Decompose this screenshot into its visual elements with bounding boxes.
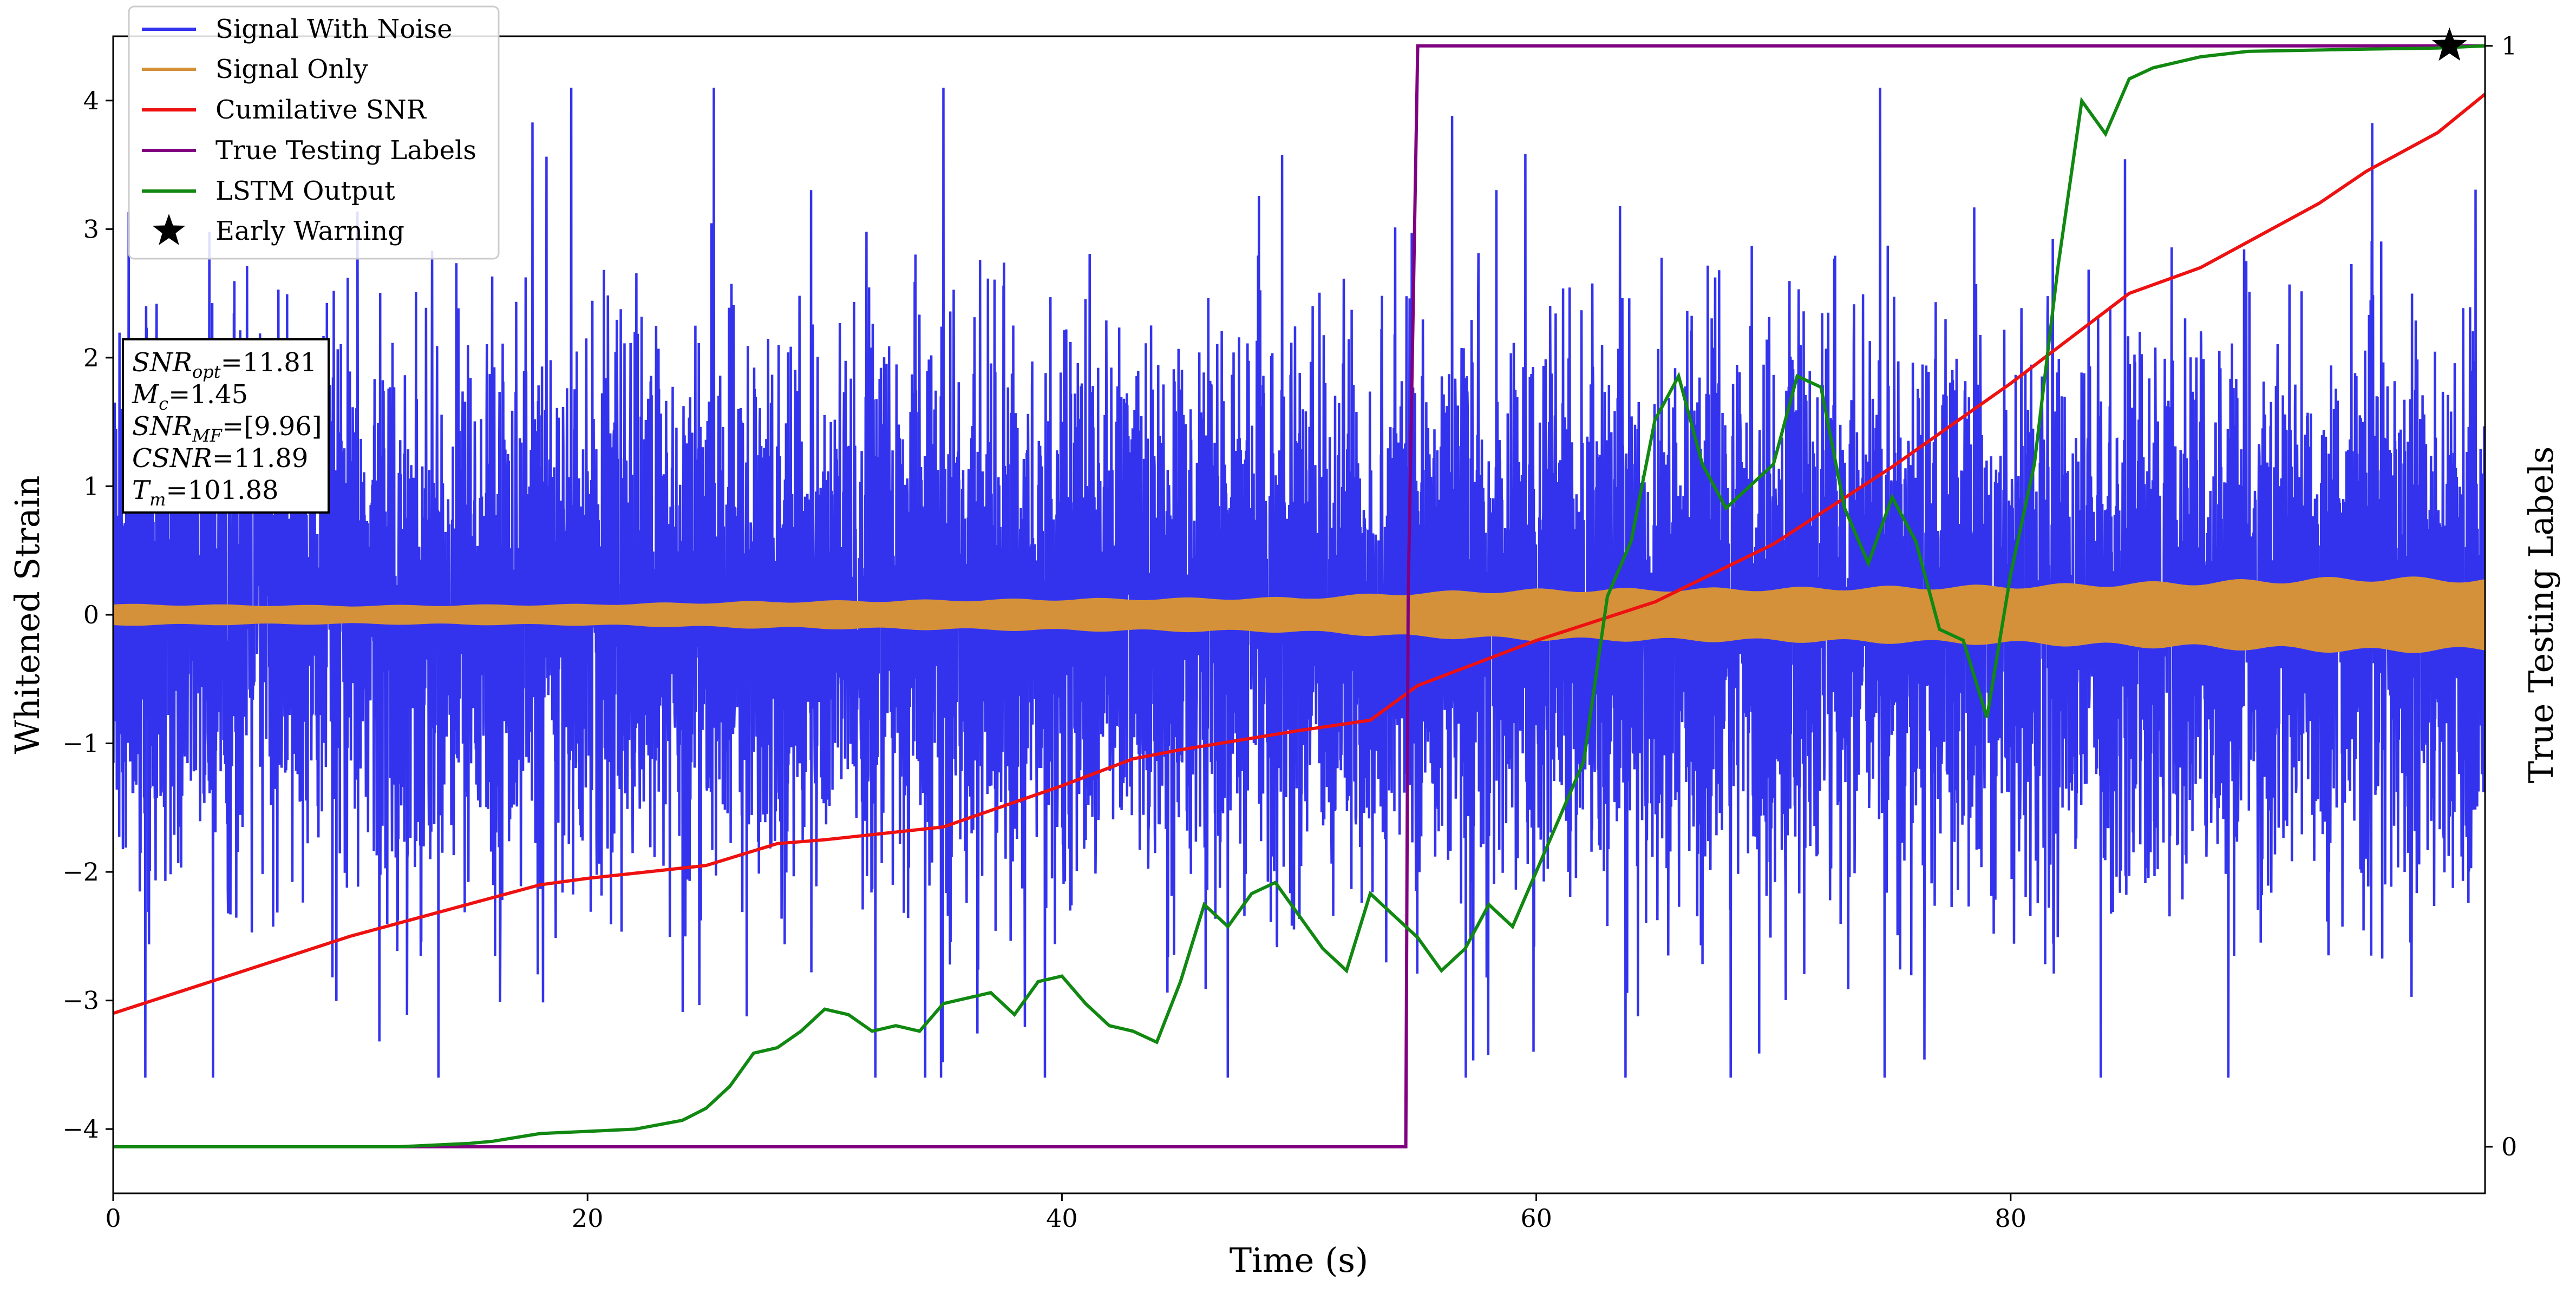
x-tick-label: 40 — [1046, 1204, 1078, 1233]
y-tick-label: −3 — [62, 986, 99, 1015]
x-tick-label: 60 — [1520, 1204, 1552, 1233]
signal-only-band — [113, 576, 2485, 653]
lstm-output-line — [113, 44, 2485, 1148]
info-snr-opt: SNRopt=11.81 — [132, 347, 317, 382]
y-tick-label: −2 — [62, 857, 99, 886]
legend-label-true-testing-labels: True Testing Labels — [215, 135, 476, 166]
legend-star-icon — [152, 214, 186, 245]
y-axis-ticks: −4 −3 −2 −1 0 1 2 3 4 — [62, 86, 113, 1144]
info-csnr: CSNR=11.89 — [132, 443, 308, 474]
info-t-m: Tm=101.88 — [132, 475, 279, 510]
legend-label-early-warning: Early Warning — [215, 216, 404, 246]
y2-axis-ticks: 01 — [2485, 31, 2517, 1161]
true-testing-labels-line — [113, 44, 2485, 1148]
y-tick-label: 1 — [83, 471, 99, 501]
info-box: SNRopt=11.81 Mc=1.45 SNRMF=[9.96] CSNR=1… — [122, 338, 330, 514]
legend-box — [128, 5, 500, 260]
legend-label-cumulative-snr: Cumilative SNR — [215, 95, 427, 125]
y-tick-label: 0 — [83, 600, 99, 629]
x-tick-label: 80 — [1995, 1204, 2027, 1233]
x-tick-label: 20 — [572, 1204, 604, 1233]
legend-label-signal-only: Signal Only — [215, 54, 368, 84]
y-tick-label: 4 — [83, 86, 99, 115]
y-tick-label: 2 — [83, 343, 99, 372]
y-tick-label: −1 — [62, 729, 99, 758]
legend: Signal With Noise Signal Only Cumilative… — [128, 5, 500, 260]
y-tick-label: −4 — [62, 1114, 99, 1144]
plot-area — [113, 44, 2485, 1148]
x-axis-ticks: 0 20 40 60 80 — [105, 1193, 2026, 1233]
info-box-frame — [122, 338, 330, 514]
info-snr-mf: SNRMF=[9.96] — [132, 411, 322, 446]
y2-tick-label: 1 — [2501, 31, 2517, 61]
early-warning-marker — [2431, 27, 2467, 61]
legend-label-lstm-output: LSTM Output — [215, 176, 395, 206]
x-tick-label: 0 — [105, 1204, 121, 1233]
info-m-c: Mc=1.45 — [132, 379, 248, 414]
y-tick-label: 3 — [83, 214, 99, 244]
cumulative-snr-line — [113, 93, 2485, 1015]
y2-axis-label: True Testing Labels — [2521, 446, 2561, 784]
legend-label-signal-with-noise: Signal With Noise — [215, 14, 453, 44]
y2-tick-label: 0 — [2501, 1132, 2517, 1161]
y-axis-label: Whitened Strain — [8, 476, 47, 754]
x-axis-label: Time (s) — [1230, 1240, 1369, 1280]
